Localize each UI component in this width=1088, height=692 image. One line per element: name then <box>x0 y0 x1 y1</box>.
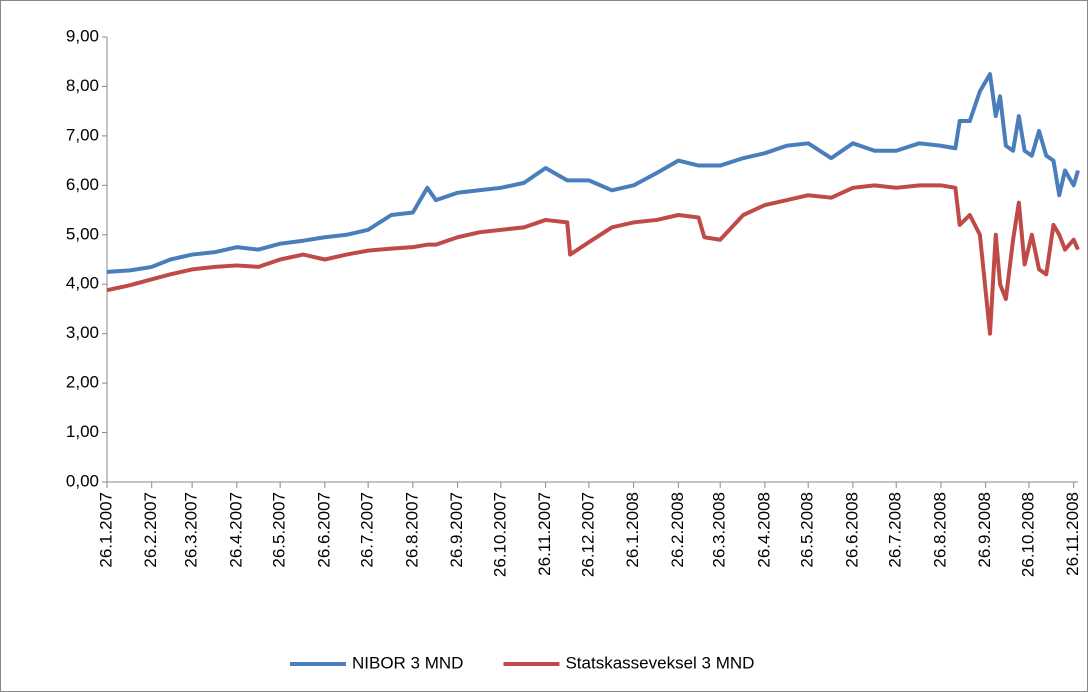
x-tick-label: 26.3.2008 <box>710 492 729 568</box>
x-tick-label: 26.3.2007 <box>182 492 201 568</box>
series-line <box>106 72 1080 274</box>
x-tick-label: 26.7.2008 <box>886 492 905 568</box>
y-tick-label: 7,00 <box>66 125 99 144</box>
x-tick-label: 26.8.2008 <box>930 492 949 568</box>
x-tick-label: 26.1.2008 <box>623 492 642 568</box>
x-tick-label: 26.2.2007 <box>141 492 160 568</box>
y-tick-label: 6,00 <box>66 175 99 194</box>
x-tick-label: 26.1.2007 <box>96 492 115 568</box>
x-tick-label: 26.5.2008 <box>798 492 817 568</box>
x-tick-label: 26.10.2008 <box>1018 492 1037 577</box>
y-tick-label: 3,00 <box>66 323 99 342</box>
x-tick-label: 26.9.2007 <box>447 492 466 568</box>
y-tick-label: 5,00 <box>66 224 99 243</box>
x-tick-label: 26.7.2007 <box>358 492 377 568</box>
y-tick-label: 4,00 <box>66 274 99 293</box>
x-tick-label: 26.10.2007 <box>490 492 509 577</box>
x-tick-label: 26.4.2008 <box>754 492 773 568</box>
y-tick-label: 1,00 <box>66 422 99 441</box>
x-tick-label: 26.8.2007 <box>402 492 421 568</box>
legend-label: NIBOR 3 MND <box>352 653 463 672</box>
x-tick-label: 26.2.2008 <box>668 492 687 568</box>
y-tick-label: 2,00 <box>66 373 99 392</box>
x-tick-label: 26.11.2008 <box>1063 492 1082 576</box>
x-tick-label: 26.5.2007 <box>270 492 289 568</box>
x-tick-label: 26.6.2008 <box>842 492 861 568</box>
series-line <box>106 183 1080 336</box>
y-tick-label: 0,00 <box>66 471 99 490</box>
y-tick-label: 9,00 <box>66 26 99 45</box>
x-tick-label: 26.6.2007 <box>314 492 333 568</box>
x-tick-label: 26.11.2007 <box>535 492 554 576</box>
legend-label: Statskasseveksel 3 MND <box>565 653 754 672</box>
x-tick-label: 26.4.2007 <box>226 492 245 568</box>
y-tick-label: 8,00 <box>66 76 99 95</box>
x-tick-label: 26.9.2008 <box>975 492 994 568</box>
x-tick-label: 26.12.2007 <box>578 492 597 577</box>
